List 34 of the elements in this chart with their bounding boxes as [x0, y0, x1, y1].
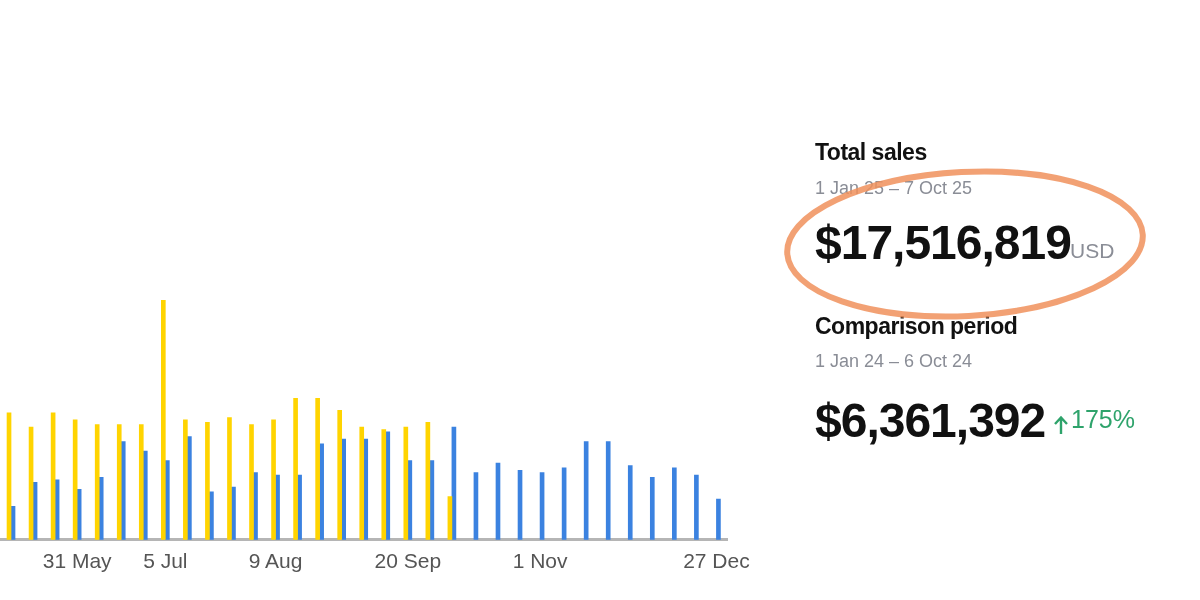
text: Comparison period [815, 313, 1018, 340]
text: $6,361,392 [815, 393, 1046, 448]
bar [227, 417, 232, 540]
bar [161, 300, 166, 540]
bar [403, 426, 409, 540]
text: 1 Jan 24 – 6 Oct 24 [815, 351, 973, 372]
text: Total sales [815, 139, 927, 166]
bar [293, 397, 298, 540]
bar [359, 426, 365, 540]
bar [271, 419, 276, 540]
x-tick-label: 9 Aug [248, 549, 303, 573]
bar [249, 424, 254, 540]
x-tick-label: 5 Jul [143, 549, 188, 573]
bar [649, 477, 655, 540]
bar [337, 409, 343, 540]
text: 175% [1071, 405, 1135, 434]
x-tick-label: 1 Nov [512, 549, 569, 573]
x-tick-label: 31 May [42, 549, 113, 573]
text: USD [1070, 239, 1115, 263]
bar [94, 424, 100, 540]
bar [183, 419, 188, 540]
bar [694, 474, 699, 540]
text: $17,516,819 [815, 215, 1071, 270]
bar [138, 424, 144, 540]
bar [605, 441, 611, 540]
bar [315, 397, 320, 540]
bar [627, 465, 633, 540]
bar [116, 424, 122, 540]
bar [205, 421, 210, 540]
bar [672, 467, 677, 540]
bar [381, 429, 387, 540]
x-tick-label: 20 Sep [374, 549, 442, 573]
bar [716, 498, 721, 540]
x-tick-label: 27 Dec [683, 549, 750, 573]
